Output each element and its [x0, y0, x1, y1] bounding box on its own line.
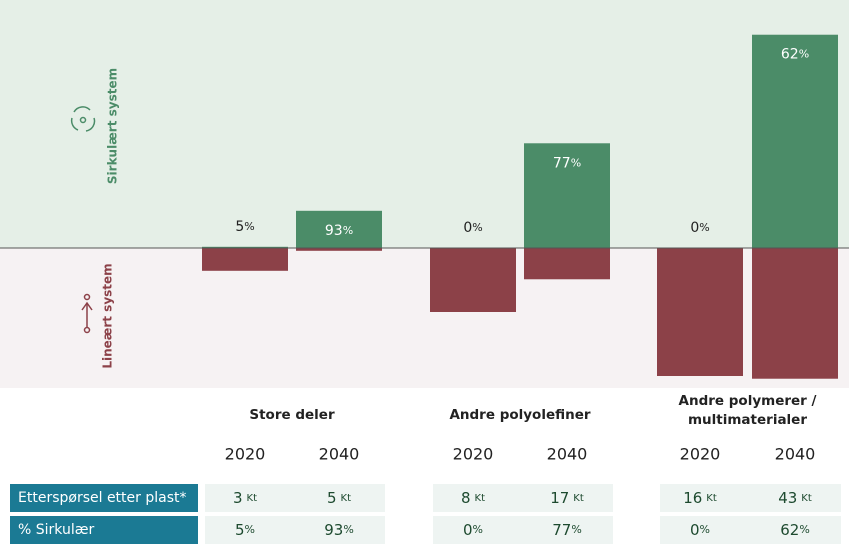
percent-label: 93% — [325, 223, 353, 239]
demand-unit: Kt — [475, 493, 486, 504]
pct-value: 93 — [324, 521, 343, 539]
year-label: 2020 — [453, 445, 494, 464]
year-label: 2020 — [680, 445, 721, 464]
year-label: 2040 — [319, 445, 360, 464]
pct-value: 5 — [235, 521, 245, 539]
pct-cell: 62% — [780, 521, 810, 539]
demand-unit: Kt — [573, 493, 584, 504]
percent-unit: % — [699, 221, 709, 234]
demand-unit: Kt — [247, 493, 258, 504]
year-label: 2020 — [225, 445, 266, 464]
demand-cell: 16 Kt — [683, 489, 717, 507]
percent-value: 5 — [235, 219, 244, 235]
pct-unit: % — [343, 523, 353, 536]
circular-bar — [296, 210, 382, 248]
percent-value: 93 — [325, 223, 343, 239]
demand-unit: Kt — [341, 493, 352, 504]
pct-value: 77 — [552, 521, 571, 539]
pct-cell: 5% — [235, 521, 255, 539]
upper-label: Sirkulært system — [106, 68, 120, 184]
year-label: 2040 — [775, 445, 816, 464]
circular-bar — [202, 246, 288, 248]
linear-icon — [81, 293, 93, 334]
circular-bar — [524, 143, 610, 248]
linear-bar — [752, 248, 838, 379]
linear-bar — [430, 248, 516, 312]
demand-value: 43 — [778, 489, 797, 507]
pct-cell: 77% — [552, 521, 582, 539]
cell-bg — [660, 516, 841, 544]
pct-unit: % — [700, 523, 710, 536]
circular-bar — [752, 34, 838, 248]
percent-label: 77% — [553, 155, 581, 171]
pct-value: 62 — [780, 521, 799, 539]
cell-bg — [433, 484, 613, 512]
row-label-bg — [10, 484, 198, 512]
pct-cell: 0% — [463, 521, 483, 539]
percent-unit: % — [244, 220, 254, 233]
demand-cell: 17 Kt — [550, 489, 584, 507]
year-label: 2040 — [547, 445, 588, 464]
row-label: Etterspørsel etter plast* — [18, 490, 187, 506]
pct-unit: % — [245, 523, 255, 536]
cell-bg — [433, 516, 613, 544]
percent-unit: % — [472, 221, 482, 234]
cell-bg — [205, 516, 385, 544]
lower-label: Lineært system — [101, 263, 115, 368]
demand-value: 5 — [327, 489, 337, 507]
percent-label: 5% — [235, 219, 254, 235]
group-name: Andre polymerer / multimaterialer — [678, 393, 817, 428]
pct-cell: 93% — [324, 521, 354, 539]
demand-value: 3 — [233, 489, 243, 507]
linear-bar — [202, 248, 288, 271]
demand-value: 17 — [550, 489, 569, 507]
upper-band — [0, 0, 849, 248]
demand-value: 16 — [683, 489, 702, 507]
demand-cell: 3 Kt — [233, 489, 257, 507]
percent-label: 0% — [463, 220, 482, 236]
pct-unit: % — [799, 523, 809, 536]
demand-cell: 5 Kt — [327, 489, 351, 507]
row-label-bg — [10, 516, 198, 544]
demand-unit: Kt — [706, 493, 717, 504]
demand-value: 8 — [461, 489, 471, 507]
group-name: Andre polyolefiner — [449, 407, 591, 423]
percent-value: 77 — [553, 155, 571, 171]
demand-cell: 8 Kt — [461, 489, 485, 507]
percent-label: 0% — [690, 220, 709, 236]
pct-value: 0 — [463, 521, 473, 539]
cell-bg — [660, 484, 841, 512]
pct-unit: % — [473, 523, 483, 536]
linear-bar — [657, 248, 743, 376]
group-name: Store deler — [249, 407, 335, 423]
percent-value: 62 — [781, 47, 799, 63]
linear-bar — [524, 248, 610, 280]
percent-value: 0 — [463, 220, 472, 236]
pct-cell: 0% — [690, 521, 710, 539]
percent-value: 0 — [690, 220, 699, 236]
percent-unit: % — [571, 156, 581, 169]
pct-value: 0 — [690, 521, 700, 539]
demand-cell: 43 Kt — [778, 489, 812, 507]
percent-label: 62% — [781, 47, 809, 63]
linear-bar — [296, 248, 382, 251]
demand-unit: Kt — [801, 493, 812, 504]
percent-unit: % — [343, 224, 353, 237]
circular-icon — [70, 106, 96, 132]
row-label: % Sirkulær — [18, 522, 94, 538]
pct-unit: % — [571, 523, 581, 536]
cell-bg — [205, 484, 385, 512]
percent-unit: % — [799, 48, 809, 61]
